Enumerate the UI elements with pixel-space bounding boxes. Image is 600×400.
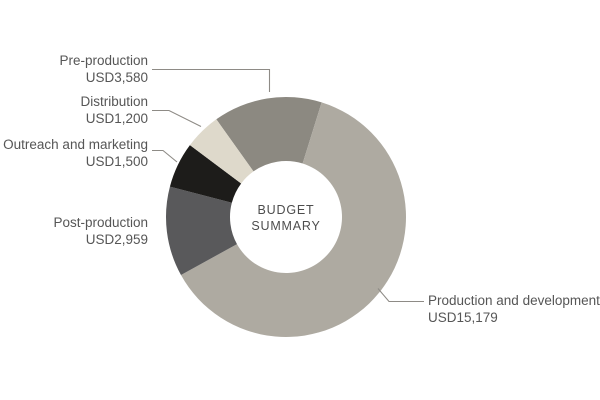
donut-slice-outreach-and-marketing xyxy=(169,145,242,203)
callout-pre-production: Pre-production USD3,580 xyxy=(59,52,148,86)
segment-label-post-production: Post-production xyxy=(53,215,148,230)
segment-amount-pre-production: USD3,580 xyxy=(85,70,148,85)
segment-label-production-and-development: Production and development xyxy=(428,293,600,308)
chart-center-title: BUDGET SUMMARY xyxy=(251,202,320,234)
leader-line-pre-production xyxy=(152,68,271,92)
segment-label-pre-production: Pre-production xyxy=(59,53,148,68)
segment-label-outreach-and-marketing: Outreach and marketing xyxy=(3,137,148,152)
segment-amount-distribution: USD1,200 xyxy=(85,111,148,126)
leader-line-distribution xyxy=(152,109,202,127)
donut-slice-post-production xyxy=(166,186,237,276)
donut-slices xyxy=(166,97,406,337)
callout-production-and-development: Production and development USD15,179 xyxy=(428,292,600,326)
leader-line-production-and-development xyxy=(377,288,424,303)
donut-slice-distribution xyxy=(189,119,254,184)
segment-label-distribution: Distribution xyxy=(80,94,148,109)
leader-lines xyxy=(152,68,424,303)
segment-amount-post-production: USD2,959 xyxy=(85,232,148,247)
callout-post-production: Post-production USD2,959 xyxy=(53,214,148,248)
center-title-line-1: BUDGET xyxy=(257,203,315,217)
leader-line-outreach-and-marketing xyxy=(152,149,178,163)
segment-amount-production-and-development: USD15,179 xyxy=(428,310,498,325)
callout-outreach-and-marketing: Outreach and marketing USD1,500 xyxy=(3,136,148,170)
donut-slice-production-and-development xyxy=(180,102,406,337)
center-title-line-2: SUMMARY xyxy=(251,219,321,233)
callout-distribution: Distribution USD1,200 xyxy=(80,93,148,127)
donut-slice-pre-production xyxy=(216,97,322,172)
segment-amount-outreach-and-marketing: USD1,500 xyxy=(85,154,148,169)
